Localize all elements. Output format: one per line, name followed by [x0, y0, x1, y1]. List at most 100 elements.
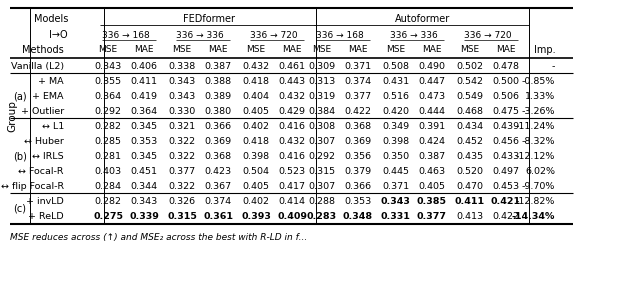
Text: 0.374: 0.374 [344, 77, 371, 86]
Text: 0.322: 0.322 [168, 152, 196, 161]
Text: 0.313: 0.313 [308, 77, 335, 86]
Text: -3.26%: -3.26% [522, 107, 556, 116]
Text: 0.439: 0.439 [492, 122, 519, 131]
Text: 0.387: 0.387 [204, 62, 232, 71]
Text: 0.367: 0.367 [204, 182, 232, 191]
Text: 0.393: 0.393 [241, 212, 271, 221]
Text: 336 → 168: 336 → 168 [316, 30, 364, 39]
Text: 0.445: 0.445 [382, 167, 409, 176]
Text: 0.275: 0.275 [93, 212, 123, 221]
Text: -11.24%: -11.24% [516, 122, 556, 131]
Text: 0.470: 0.470 [456, 182, 483, 191]
Text: MAE: MAE [496, 46, 515, 54]
Text: 0.389: 0.389 [204, 92, 232, 101]
Text: 0.391: 0.391 [418, 122, 445, 131]
Text: 0.516: 0.516 [382, 92, 409, 101]
Text: 0.432: 0.432 [243, 62, 269, 71]
Text: -12.12%: -12.12% [516, 152, 556, 161]
Text: 0.292: 0.292 [95, 107, 122, 116]
Text: 0.366: 0.366 [204, 122, 232, 131]
Text: 0.444: 0.444 [418, 107, 445, 116]
Text: 0.369: 0.369 [204, 137, 232, 146]
Text: 0.288: 0.288 [308, 197, 335, 206]
Text: 0.402: 0.402 [243, 197, 269, 206]
Text: 0.322: 0.322 [168, 137, 196, 146]
Text: 336 → 720: 336 → 720 [464, 30, 511, 39]
Text: I→O: I→O [49, 30, 68, 40]
Text: -9.70%: -9.70% [522, 182, 556, 191]
Text: 0.374: 0.374 [204, 197, 232, 206]
Text: 6.02%: 6.02% [525, 167, 556, 176]
Text: 0.461: 0.461 [278, 62, 305, 71]
Text: 0.353: 0.353 [344, 197, 371, 206]
Text: 0.504: 0.504 [243, 167, 269, 176]
Text: 0.369: 0.369 [344, 137, 371, 146]
Text: 0.356: 0.356 [344, 152, 371, 161]
Text: 0.319: 0.319 [308, 92, 335, 101]
Text: 0.361: 0.361 [203, 212, 233, 221]
Text: 0.343: 0.343 [131, 197, 157, 206]
Text: 0.432: 0.432 [278, 137, 305, 146]
Text: 0.315: 0.315 [308, 167, 335, 176]
Text: (a): (a) [13, 91, 27, 101]
Text: 0.475: 0.475 [492, 107, 519, 116]
Text: 0.414: 0.414 [278, 197, 305, 206]
Text: 0.490: 0.490 [418, 62, 445, 71]
Text: 0.497: 0.497 [492, 167, 519, 176]
Text: 0.388: 0.388 [204, 77, 232, 86]
Text: 0.411: 0.411 [454, 197, 484, 206]
Text: 0.417: 0.417 [278, 182, 305, 191]
Text: 0.315: 0.315 [167, 212, 197, 221]
Text: 0.443: 0.443 [278, 77, 305, 86]
Text: MSE reduces across (↑) and MSE₂ across the best with R-LD in f...: MSE reduces across (↑) and MSE₂ across t… [10, 233, 307, 242]
Text: 0.456: 0.456 [492, 137, 519, 146]
Text: + Outlier: + Outlier [20, 107, 64, 116]
Text: 0.398: 0.398 [382, 137, 409, 146]
Text: 0.322: 0.322 [168, 182, 196, 191]
Text: 0.419: 0.419 [131, 92, 157, 101]
Text: 0.326: 0.326 [168, 197, 196, 206]
Text: ↔ Focal-R: ↔ Focal-R [19, 167, 64, 176]
Text: 0.364: 0.364 [131, 107, 157, 116]
Text: 0.345: 0.345 [131, 122, 157, 131]
Text: MSE: MSE [246, 46, 266, 54]
Text: 0.343: 0.343 [168, 77, 196, 86]
Text: Vanilla (L2): Vanilla (L2) [11, 62, 64, 71]
Text: (c): (c) [13, 204, 26, 214]
Text: MSE: MSE [386, 46, 405, 54]
Text: 0.366: 0.366 [344, 182, 371, 191]
Text: 0.418: 0.418 [243, 137, 269, 146]
Text: MSE: MSE [99, 46, 118, 54]
Text: 336 → 336: 336 → 336 [390, 30, 438, 39]
Text: 0.502: 0.502 [456, 62, 483, 71]
Text: Group: Group [7, 100, 17, 132]
Text: 0.345: 0.345 [131, 152, 157, 161]
Text: Methods: Methods [22, 45, 64, 55]
Text: + invLD: + invLD [26, 197, 64, 206]
Text: 0.468: 0.468 [456, 107, 483, 116]
Text: 0.433: 0.433 [492, 152, 519, 161]
Text: 0.348: 0.348 [342, 212, 372, 221]
Text: 336 → 168: 336 → 168 [102, 30, 150, 39]
Text: 0.435: 0.435 [456, 152, 483, 161]
Text: 0.282: 0.282 [95, 197, 122, 206]
Text: 0.308: 0.308 [308, 122, 335, 131]
Text: 0.339: 0.339 [129, 212, 159, 221]
Text: 0.355: 0.355 [95, 77, 122, 86]
Text: 0.406: 0.406 [131, 62, 157, 71]
Text: 0.343: 0.343 [381, 197, 410, 206]
Text: 0.349: 0.349 [382, 122, 409, 131]
Text: 0.500: 0.500 [492, 77, 519, 86]
Text: 0.350: 0.350 [382, 152, 409, 161]
Text: 0.473: 0.473 [418, 92, 445, 101]
Text: ↔ flip Focal-R: ↔ flip Focal-R [1, 182, 64, 191]
Text: FEDformer: FEDformer [183, 14, 235, 24]
Text: 0.380: 0.380 [204, 107, 232, 116]
Text: 0.432: 0.432 [278, 92, 305, 101]
Text: 0.452: 0.452 [456, 137, 483, 146]
Text: 0.451: 0.451 [131, 167, 157, 176]
Text: 0.282: 0.282 [95, 122, 122, 131]
Text: + MA: + MA [38, 77, 64, 86]
Text: 0.307: 0.307 [308, 137, 335, 146]
Text: -0.85%: -0.85% [522, 77, 556, 86]
